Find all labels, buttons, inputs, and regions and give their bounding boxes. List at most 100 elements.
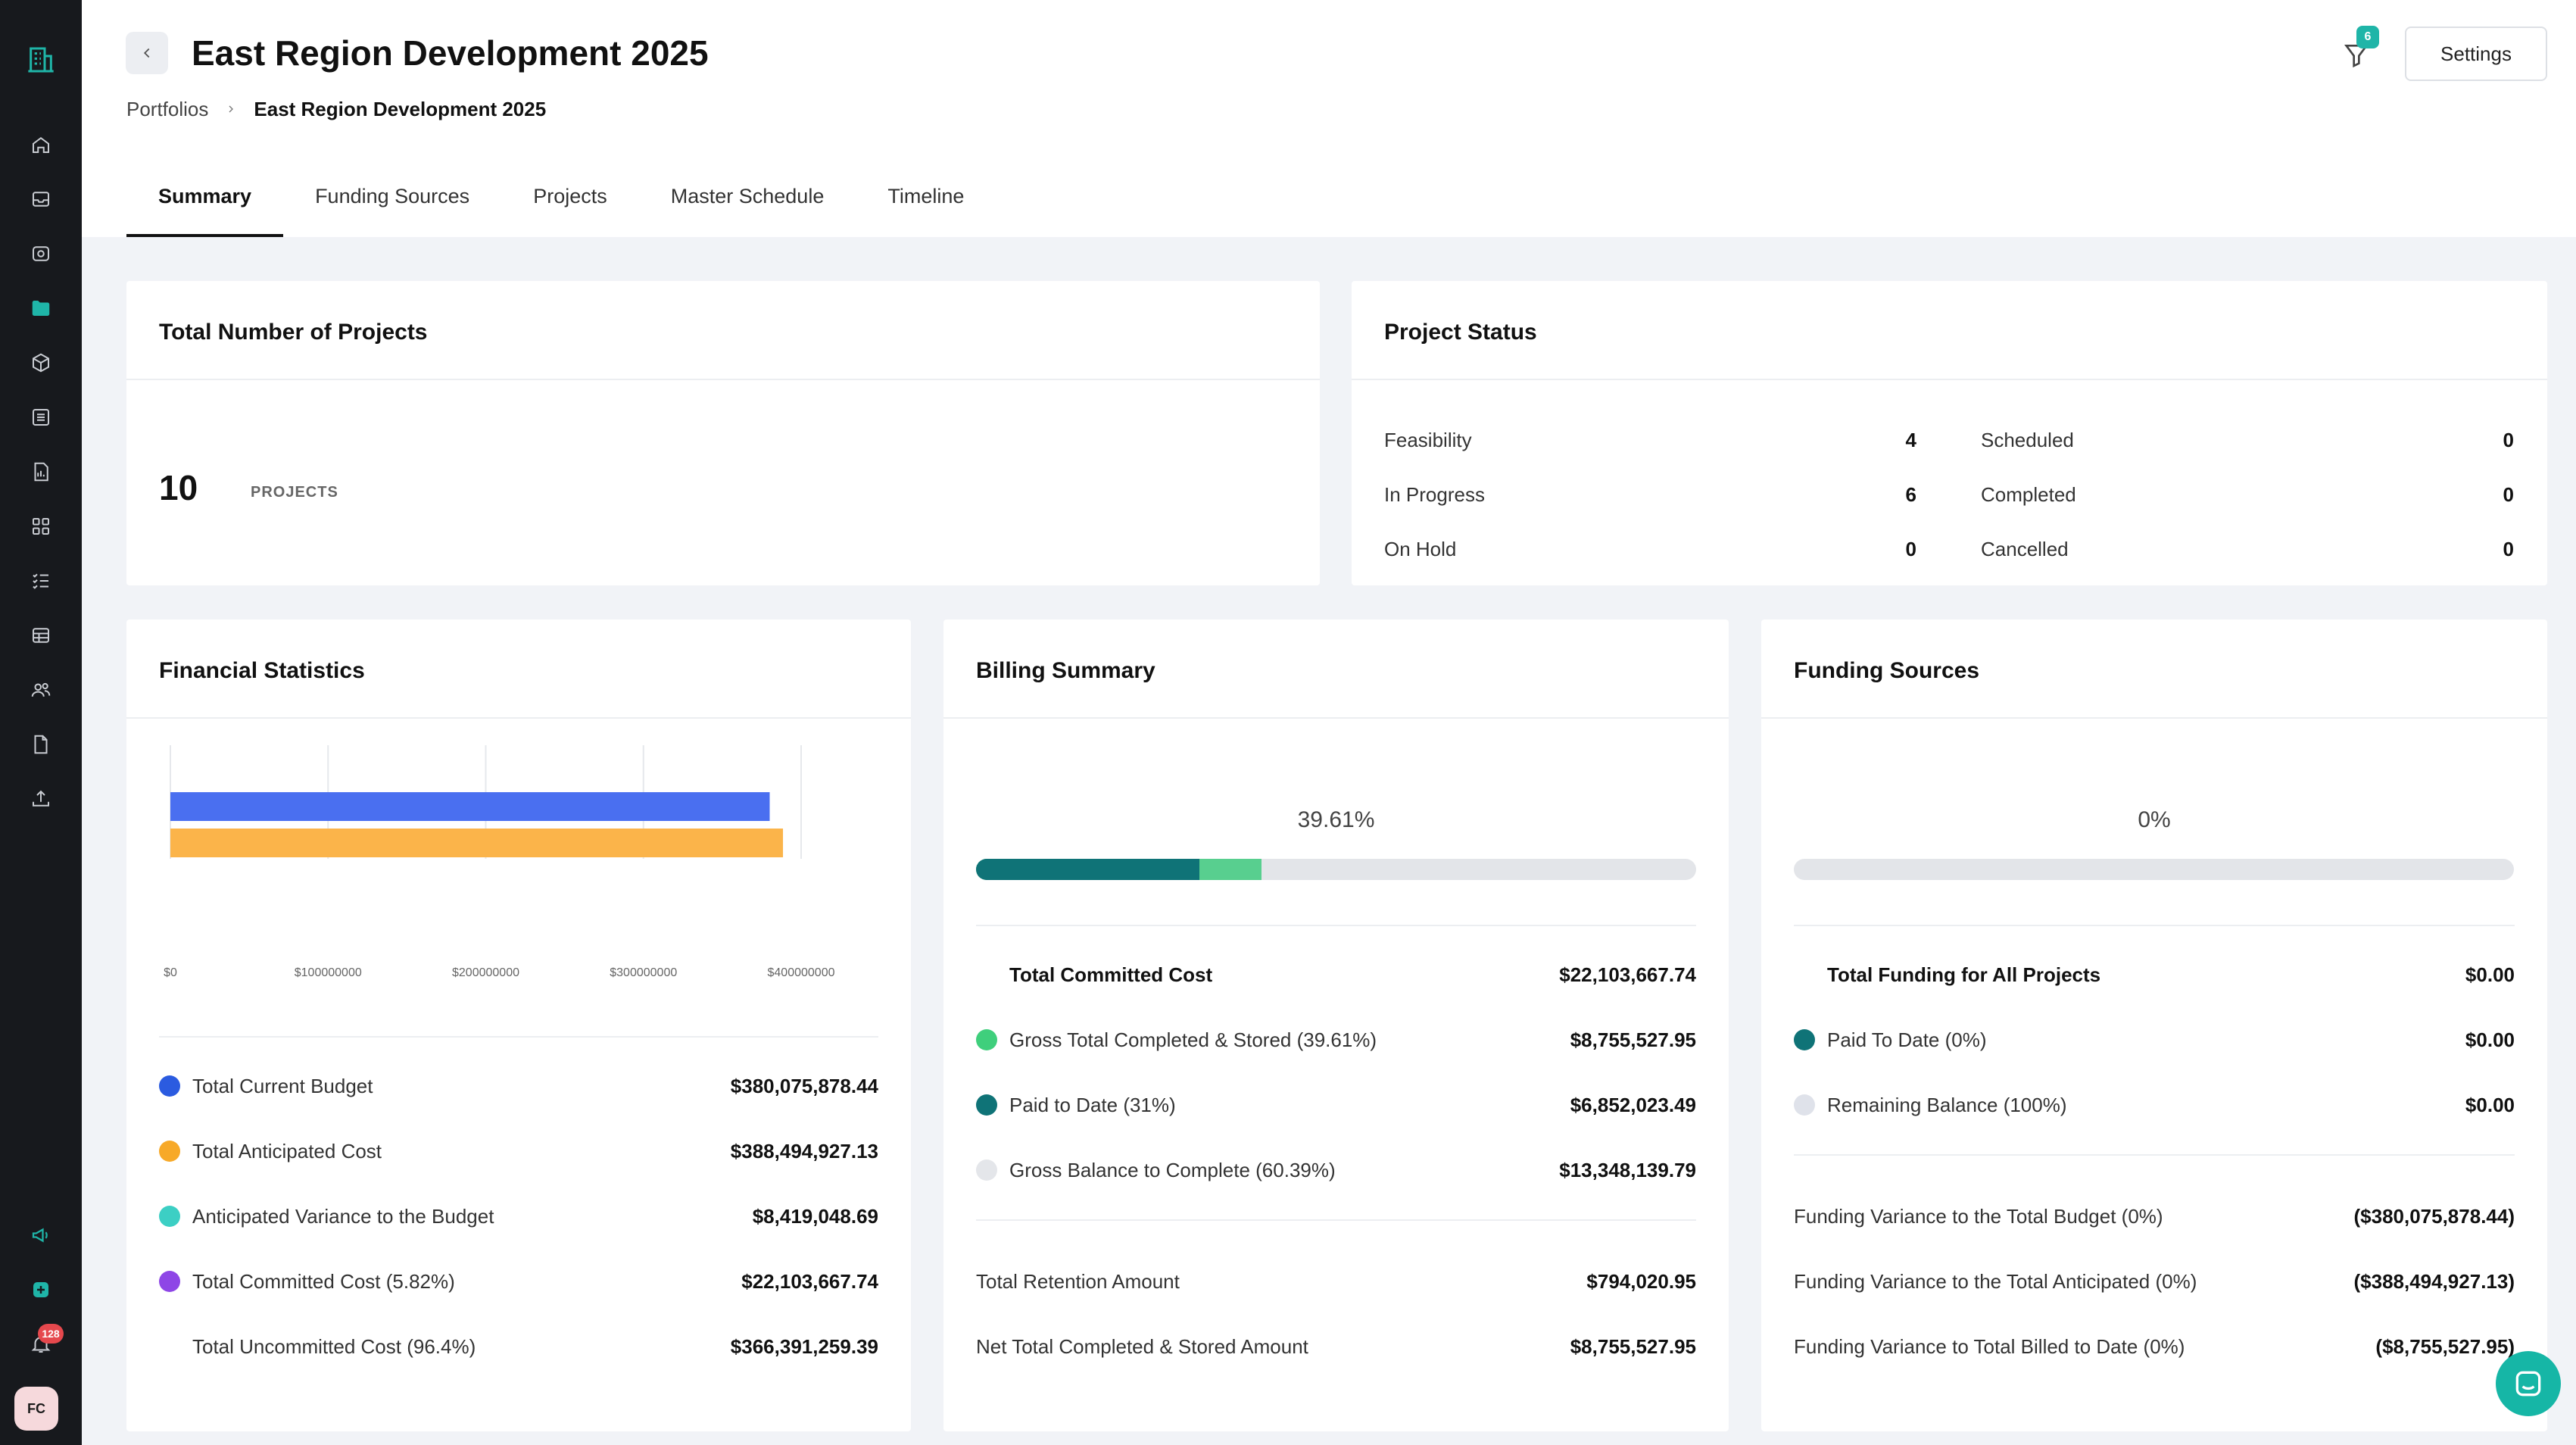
funding-value: $0.00 <box>2465 1028 2515 1051</box>
dashboard-icon[interactable] <box>18 231 64 276</box>
breadcrumb-root[interactable]: Portfolios <box>126 98 209 120</box>
card-title: Total Number of Projects <box>159 320 428 345</box>
tab-projects[interactable]: Projects <box>533 185 607 208</box>
divider <box>159 1036 878 1038</box>
billing-footer-value: $794,020.95 <box>1586 1270 1696 1293</box>
total-projects-card: Total Number of Projects 10 PROJECTS <box>126 281 1320 585</box>
billing-total-label: Total Committed Cost <box>1009 963 1213 986</box>
card-title: Billing Summary <box>976 658 1155 683</box>
divider <box>126 379 1320 380</box>
tab-master-schedule[interactable]: Master Schedule <box>670 185 825 208</box>
billing-footer-label: Total Retention Amount <box>976 1270 1180 1293</box>
bar-0[interactable] <box>170 792 770 821</box>
tab-funding-sources[interactable]: Funding Sources <box>315 185 470 208</box>
breadcrumb: Portfolios East Region Development 2025 <box>126 95 546 123</box>
x-tick-label: $100000000 <box>294 966 362 979</box>
users-icon[interactable] <box>18 667 64 713</box>
status-label: On Hold <box>1384 538 1457 560</box>
legend-dot-dark-teal <box>976 1094 997 1116</box>
billing-total-value: $22,103,667.74 <box>1559 963 1696 986</box>
cube-icon[interactable] <box>18 340 64 385</box>
divider <box>126 717 911 719</box>
add-icon[interactable] <box>18 1267 64 1312</box>
divider <box>1761 717 2547 719</box>
funding-total-value: $0.00 <box>2465 963 2515 986</box>
x-axis: $0 $100000000 $200000000 $300000000 $4000000… <box>126 966 911 985</box>
avatar[interactable]: FC <box>14 1387 58 1431</box>
list-icon[interactable] <box>18 395 64 440</box>
funding-footer-label: Funding Variance to the Total Anticipate… <box>1794 1270 2197 1293</box>
x-tick-label: $400000000 <box>767 966 835 979</box>
funding-percent: 0% <box>2138 807 2171 832</box>
checklist-icon[interactable] <box>18 558 64 604</box>
back-button[interactable] <box>126 32 168 74</box>
billing-label: Gross Total Completed & Stored (39.61%) <box>1009 1028 1377 1051</box>
billing-value: $13,348,139.79 <box>1559 1159 1696 1181</box>
settings-button[interactable]: Settings <box>2405 27 2547 81</box>
divider <box>1794 1154 2515 1156</box>
tab-bar: Summary Funding Sources Projects Master … <box>126 156 996 237</box>
divider <box>976 1219 1696 1221</box>
billing-footer-label: Net Total Completed & Stored Amount <box>976 1335 1308 1358</box>
building-logo-icon[interactable] <box>20 39 61 80</box>
divider <box>943 717 1729 719</box>
status-label: In Progress <box>1384 483 1485 506</box>
status-value: 0 <box>2503 429 2514 451</box>
breadcrumb-current: East Region Development 2025 <box>254 98 547 120</box>
chat-support-button[interactable] <box>2496 1351 2561 1416</box>
chevron-right-icon <box>229 105 234 113</box>
status-value: 0 <box>2503 483 2514 506</box>
status-label: Scheduled <box>1981 429 2074 451</box>
financial-value: $388,494,927.13 <box>730 1140 878 1163</box>
document-icon[interactable] <box>18 722 64 767</box>
page-header: East Region Development 2025 Portfolios … <box>82 0 2576 237</box>
funding-label: Remaining Balance (100%) <box>1827 1094 2067 1116</box>
home-icon[interactable] <box>18 122 64 167</box>
billing-value: $6,852,023.49 <box>1570 1094 1696 1116</box>
status-label: Feasibility <box>1384 429 1472 451</box>
billing-label: Paid to Date (31%) <box>1009 1094 1176 1116</box>
apps-grid-icon[interactable] <box>18 504 64 549</box>
funding-footer-value: ($388,494,927.13) <box>2353 1270 2515 1293</box>
filter-count-badge: 6 <box>2356 26 2379 48</box>
divider <box>1794 925 2515 926</box>
financial-value: $366,391,259.39 <box>730 1335 878 1358</box>
billing-progress-bar <box>976 859 1696 880</box>
legend-dot-grey <box>976 1159 997 1181</box>
bar-1[interactable] <box>170 829 784 857</box>
status-value: 0 <box>1905 538 1916 560</box>
legend-dot-green <box>976 1029 997 1050</box>
status-value: 4 <box>1905 429 1916 451</box>
x-tick-label: $300000000 <box>610 966 678 979</box>
funding-progress-bar <box>1794 859 2514 880</box>
chevron-left-icon <box>143 48 150 58</box>
legend-dot-dark-teal <box>1794 1029 1815 1050</box>
project-status-card: Project Status Feasibility 4 In Progress… <box>1352 281 2547 585</box>
status-label: Completed <box>1981 483 2076 506</box>
report-icon[interactable] <box>18 449 64 495</box>
financial-bar-chart <box>170 745 802 859</box>
notification-badge: 128 <box>38 1324 64 1344</box>
table-icon[interactable] <box>18 613 64 658</box>
funding-footer-value: ($8,755,527.95) <box>2375 1335 2515 1358</box>
divider <box>1352 379 2547 380</box>
funding-footer-label: Funding Variance to the Total Budget (0%… <box>1794 1205 2163 1228</box>
billing-summary-card: Billing Summary 39.61% Total Committed C… <box>943 620 1729 1431</box>
legend-dot-orange <box>159 1141 180 1162</box>
card-title: Financial Statistics <box>159 658 365 683</box>
legend-dot-grey <box>1794 1094 1815 1116</box>
financial-value: $8,419,048.69 <box>752 1205 878 1228</box>
divider <box>976 925 1696 926</box>
status-label: Cancelled <box>1981 538 2069 560</box>
funding-footer-label: Funding Variance to Total Billed to Date… <box>1794 1335 2185 1358</box>
folder-icon[interactable] <box>18 286 64 331</box>
inbox-icon[interactable] <box>18 176 64 222</box>
megaphone-icon[interactable] <box>18 1212 64 1258</box>
tab-timeline[interactable]: Timeline <box>887 185 965 208</box>
chat-icon <box>2515 1371 2541 1397</box>
funding-footer-value: ($380,075,878.44) <box>2353 1205 2515 1228</box>
status-value: 0 <box>2503 538 2514 560</box>
x-tick-label: $200000000 <box>452 966 519 979</box>
upload-icon[interactable] <box>18 776 64 822</box>
tab-summary[interactable]: Summary <box>126 156 284 237</box>
